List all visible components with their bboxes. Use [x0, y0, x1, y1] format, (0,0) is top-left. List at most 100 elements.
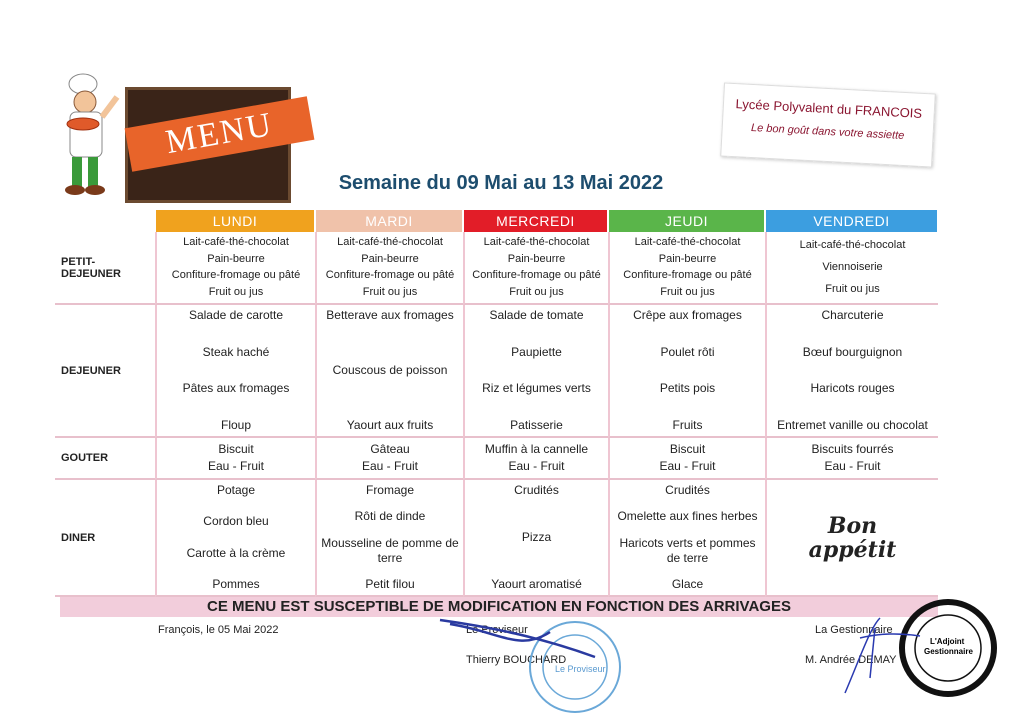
menu-item: Yaourt aromatisé	[491, 577, 582, 591]
menu-item: Eau - Fruit	[824, 459, 881, 473]
menu-item: Viennoiserie	[822, 260, 883, 273]
menu-item: Lait-café-thé-chocolat	[634, 236, 741, 248]
day-header: LUNDI	[156, 210, 314, 232]
menu-item: Pizza	[521, 530, 552, 544]
menu-item: Lait-café-thé-chocolat	[799, 239, 906, 252]
menu-item: Confiture-fromage ou pâté	[325, 269, 455, 282]
menu-item: Bœuf bourguignon	[802, 344, 903, 359]
menu-item: Biscuit	[218, 442, 254, 456]
menu-item: Pâtes aux fromages	[182, 381, 290, 396]
menu-item: Patisserie	[510, 417, 563, 432]
menu-cell: Crêpe aux fromages Poulet rôti Petits pois…	[608, 305, 765, 438]
menu-item: Gâteau	[370, 442, 410, 456]
menu-cell: Salade de tomate Paupiette Riz et légumes …	[463, 305, 608, 438]
menu-cell: Potage Cordon bleu Carotte à la crème Pomme…	[155, 480, 315, 597]
menu-item: Confiture-fromage ou pâté	[171, 269, 301, 282]
menu-item: Cordon bleu	[203, 514, 269, 529]
menu-cell: Lait-café-thé-chocolat Pain-beurre Confitu…	[315, 232, 463, 305]
menu-item: Mousseline de pomme de terre	[321, 535, 459, 565]
menu-cell: Bon appétit	[765, 480, 938, 597]
day-header: MARDI	[316, 210, 462, 232]
menu-item: Glace	[671, 576, 704, 591]
menu-item: Confiture-fromage ou pâté	[623, 269, 752, 282]
menu-item: Charcuterie	[821, 308, 884, 322]
meal-label: DINER	[55, 480, 155, 597]
menu-item: Lait-café-thé-chocolat	[183, 236, 289, 248]
menu-item: Petit filou	[365, 576, 415, 591]
bon-appetit-lettering: Bon appétit	[808, 512, 897, 563]
menu-item: Fruit ou jus	[825, 282, 880, 295]
menu-cell: Crudités Omelette aux fines herbes Haricot…	[608, 480, 765, 597]
menu-cell: Biscuit Eau - Fruit	[155, 438, 315, 480]
menu-cell: Betterave aux fromages Couscous de poisso…	[315, 305, 463, 438]
place-date: François, le 05 Mai 2022	[158, 624, 279, 636]
menu-item: Fruit ou jus	[509, 285, 564, 298]
chef-icon	[65, 73, 120, 195]
menu-cell: Lait-café-thé-chocolat Viennoiserie Fruit …	[765, 232, 938, 305]
menu-item: Confiture-fromage ou pâté	[472, 269, 601, 282]
menu-item: Eau - Fruit	[659, 459, 716, 473]
menu-item: Riz et légumes verts	[482, 381, 591, 396]
notice-banner: CE MENU EST SUSCEPTIBLE DE MODIFICATION …	[60, 597, 938, 617]
menu-item: Eau - Fruit	[508, 459, 565, 473]
menu-item: Fruit ou jus	[208, 285, 264, 298]
menu-cell: Fromage Rôti de dinde Mousseline de pomme …	[315, 480, 463, 597]
menu-cell: Gâteau Eau - Fruit	[315, 438, 463, 480]
menu-item: Pain-beurre	[207, 252, 265, 265]
menu-cell: Lait-café-thé-chocolat Pain-beurre Confitu…	[463, 232, 608, 305]
menu-item: Biscuit	[669, 442, 706, 456]
menu-cell: Lait-café-thé-chocolat Pain-beurre Confitu…	[608, 232, 765, 305]
meal-label: PETIT-DEJEUNER	[55, 232, 155, 305]
menu-item: Salade de carotte	[188, 308, 284, 322]
day-header: VENDREDI	[766, 210, 937, 232]
table-corner	[55, 210, 155, 232]
menu-cell: Charcuterie Bœuf bourguignon Haricots roug…	[765, 305, 938, 438]
menu-item: Crêpe aux fromages	[633, 308, 742, 322]
day-header: MERCREDI	[464, 210, 607, 232]
school-slogan: Le bon goût dans votre assiette	[750, 121, 905, 142]
menu-logo: MENU	[55, 72, 315, 203]
menu-item: Pain-beurre	[507, 252, 566, 265]
menu-item: Couscous de poisson	[332, 363, 448, 377]
menu-item: Potage	[216, 483, 256, 497]
menu-item: Pommes	[212, 576, 260, 591]
menu-item: Eau - Fruit	[361, 459, 418, 473]
menu-item: Fruit ou jus	[362, 285, 418, 298]
menu-item: Petits pois	[659, 381, 716, 396]
svg-text:Gestionnaire: Gestionnaire	[924, 647, 973, 656]
menu-item: Haricots rouges	[810, 381, 895, 396]
menu-item: Floup	[220, 417, 252, 432]
menu-cell: Biscuits fourrés Eau - Fruit	[765, 438, 938, 480]
menu-cell: Salade de carotte Steak haché Pâtes aux fr…	[155, 305, 315, 438]
meal-label: DEJEUNER	[55, 305, 155, 438]
day-header: JEUDI	[609, 210, 764, 232]
menu-cell: Crudités Pizza Yaourt aromatisé	[463, 480, 608, 597]
menu-item: Yaourt aux fruits	[346, 418, 434, 432]
menu-table: LUNDI MARDI MERCREDI JEUDI VENDREDI PETIT-DEJ…	[55, 210, 938, 597]
menu-item: Pain-beurre	[361, 252, 419, 265]
menu-item: Eau - Fruit	[207, 459, 264, 473]
meal-label: GOUTER	[55, 438, 155, 480]
menu-item: Fruit ou jus	[660, 285, 715, 298]
menu-item: Lait-café-thé-chocolat	[483, 236, 590, 248]
school-label: Lycée Polyvalent du FRANCOIS Le bon goût…	[720, 82, 936, 168]
menu-item: Betterave aux fromages	[326, 308, 454, 322]
menu-cell: Muffin à la cannelle Eau - Fruit	[463, 438, 608, 480]
week-title: Semaine du 09 Mai au 13 Mai 2022	[338, 172, 664, 194]
menu-item: Fruits	[672, 417, 703, 432]
menu-item: Carotte à la crème	[186, 545, 286, 560]
gestionnaire-name: M. Andrée DEMAY	[805, 654, 897, 666]
menu-item: Crudités	[665, 483, 710, 497]
menu-item: Poulet rôti	[660, 344, 715, 359]
menu-item: Pain-beurre	[658, 252, 717, 265]
menu-cell: Biscuit Eau - Fruit	[608, 438, 765, 480]
menu-item: Crudités	[514, 483, 559, 497]
proviseur-name: Thierry BOUCHARD	[466, 654, 567, 666]
gestionnaire-stamp-signature: L'Adjoint Gestionnaire	[844, 599, 997, 697]
svg-text:L'Adjoint: L'Adjoint	[930, 637, 965, 646]
menu-item: Steak haché	[202, 344, 270, 359]
menu-item: Muffin à la cannelle	[484, 442, 589, 456]
svg-text:Le Proviseur: Le Proviseur	[555, 664, 606, 674]
menu-item: Rôti de dinde	[354, 509, 426, 524]
